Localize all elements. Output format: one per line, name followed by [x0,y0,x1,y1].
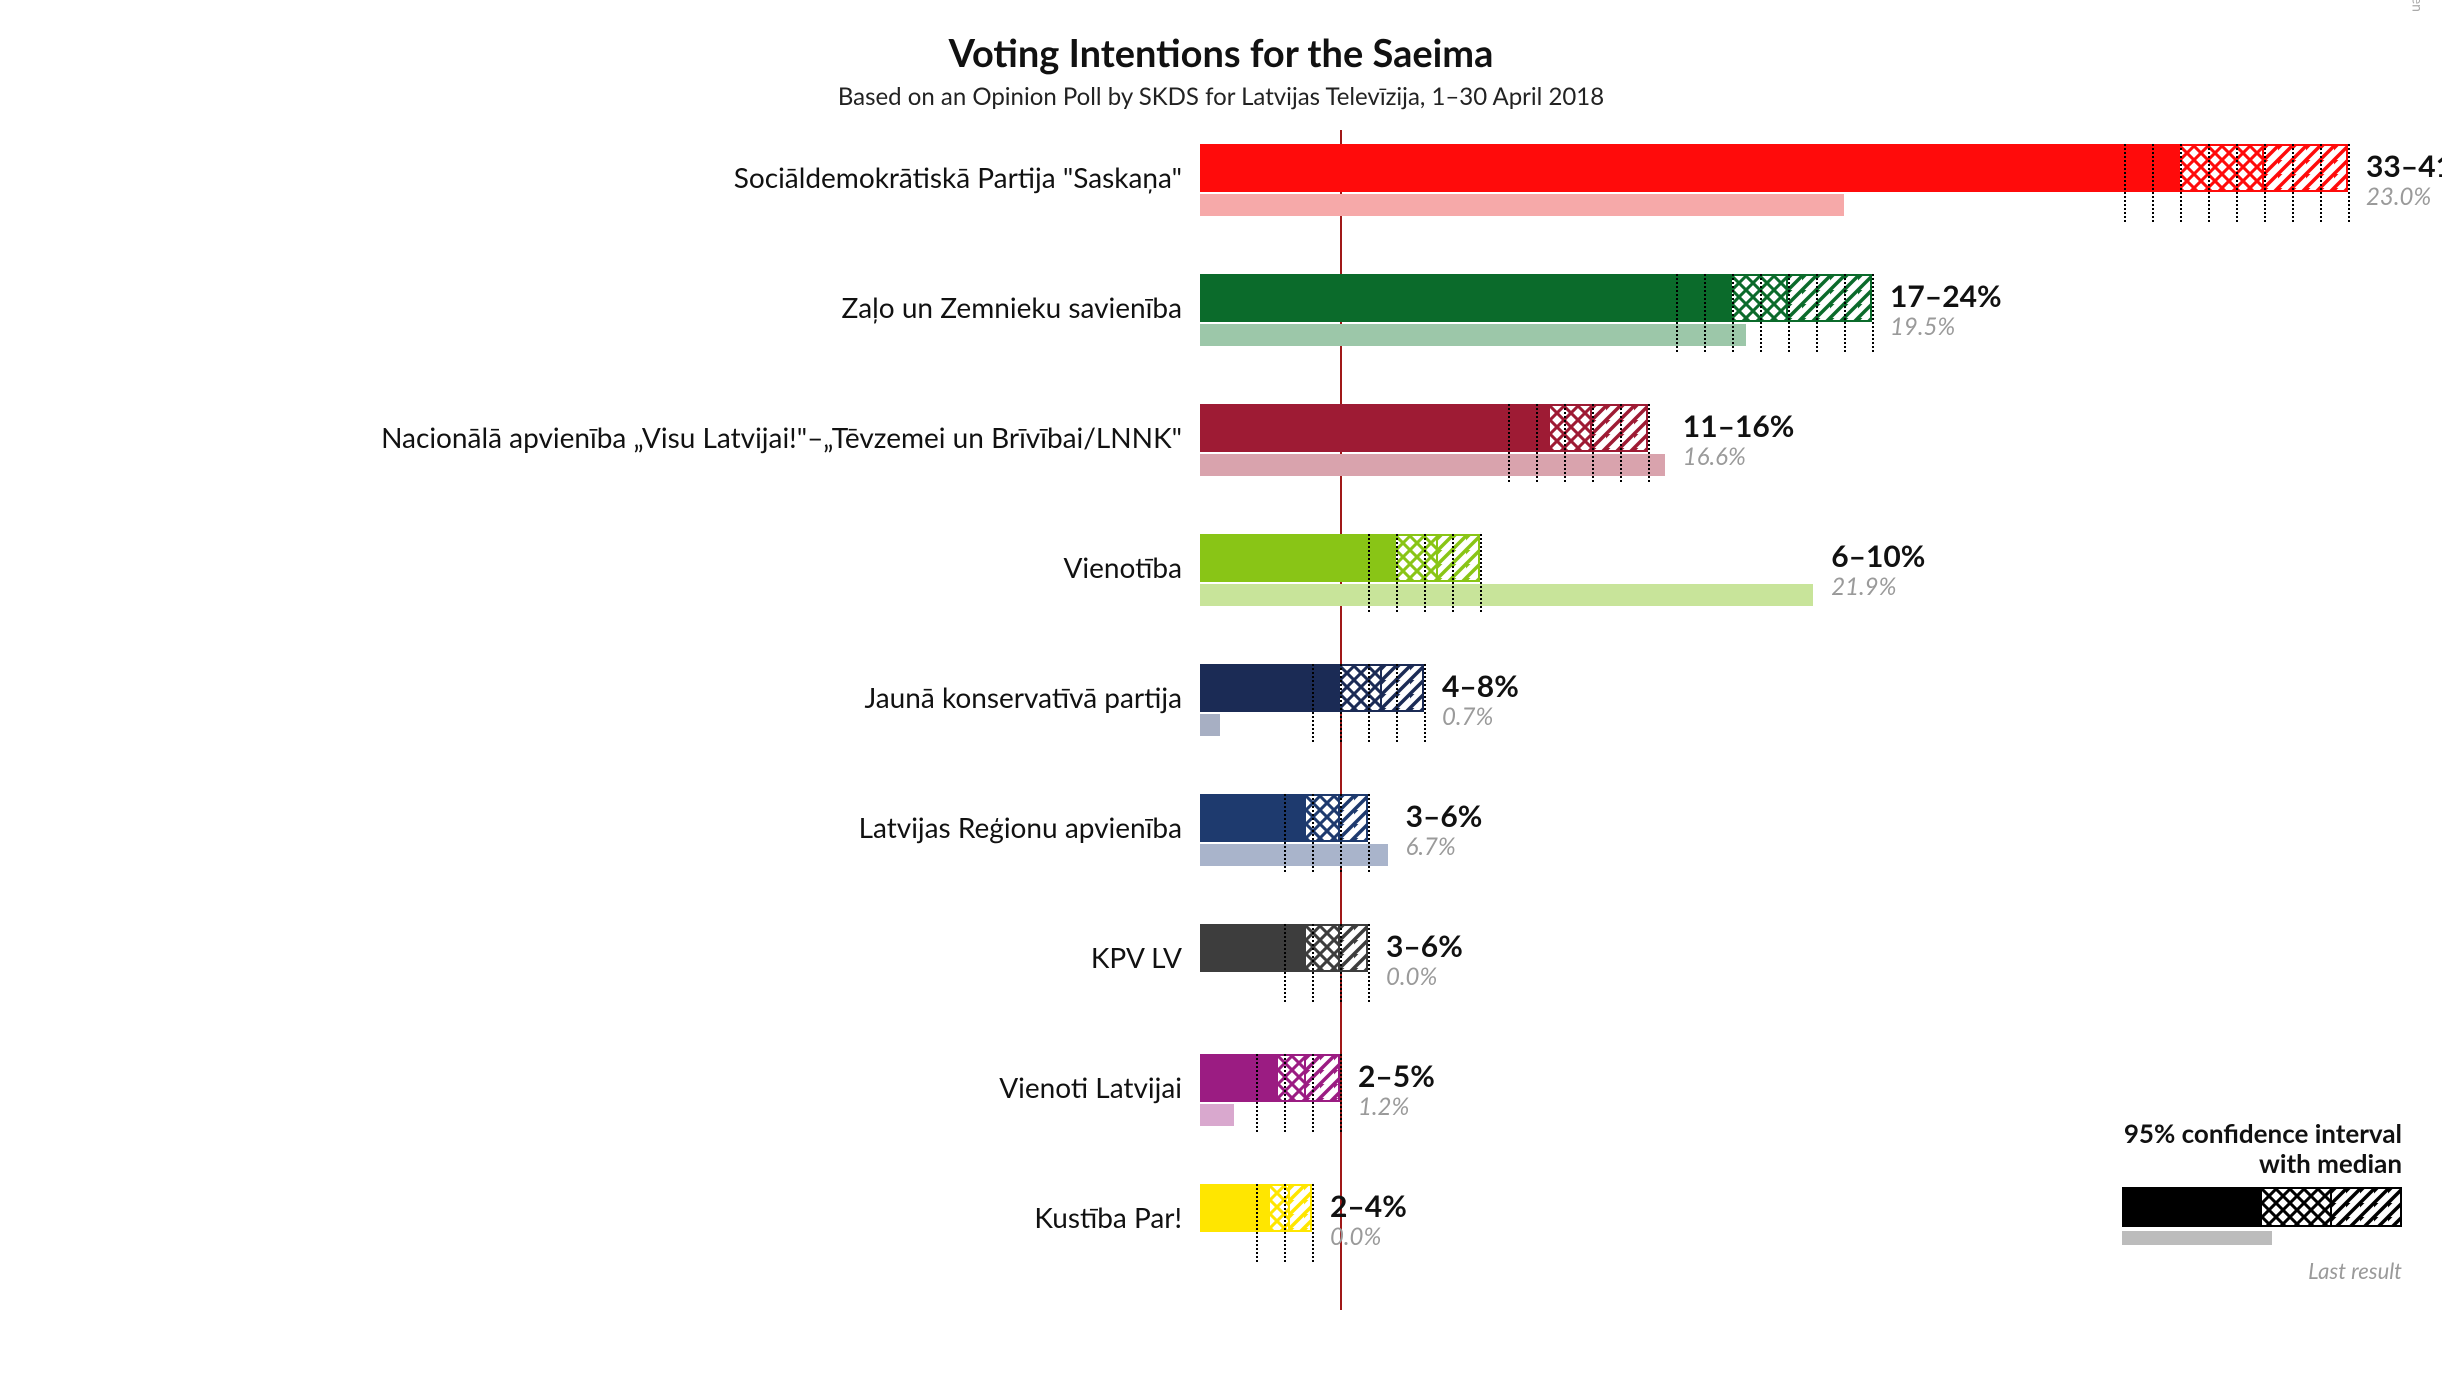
last-result-bar [1200,194,1844,216]
tick [2348,144,2350,222]
party-row: KPV LV 3–6%0.0% [0,910,2442,1040]
last-result-label: 1.2% [1358,1092,1409,1121]
range-label: 17–24% [1890,278,2002,314]
last-result-bar [1200,584,1813,606]
party-label: Nacionālā apvienība „Visu Latvijai!"–„Tē… [381,420,1182,454]
legend: 95% confidence interval with median Last… [2122,1119,2402,1284]
party-label: Latvijas Reģionu apvienība [859,810,1182,844]
legend-title-line1: 95% confidence interval [2122,1119,2402,1149]
chart-subtitle: Based on an Opinion Poll by SKDS for Lat… [0,82,2442,111]
bar-diagonal [1306,1054,1340,1102]
range-label: 2–5% [1358,1058,1435,1094]
bar-diagonal [1788,274,1872,322]
party-row: Vienotība 6–10%21.9% [0,520,2442,650]
last-result-label: 23.0% [2366,182,2431,211]
last-result-bar [1200,454,1665,476]
bar-crosshatch [1278,1054,1306,1102]
range-label: 6–10% [1831,538,1925,574]
bar-chart: Sociāldemokrātiskā Partija "Saskaņa" 33–4… [0,130,2442,1330]
legend-solid [2122,1187,2262,1227]
legend-sample [2122,1187,2402,1235]
chart-title: Voting Intentions for the Saeima [0,30,2442,76]
bar-crosshatch [1306,924,1340,972]
party-label: Vienotība [1063,550,1182,584]
last-result-bar [1200,714,1220,736]
bar-diagonal [1382,664,1424,712]
tick [1340,1054,1342,1132]
range-label: 3–6% [1386,928,1463,964]
bar-solid [1200,144,2180,192]
bar-diagonal [1438,534,1480,582]
tick [1424,664,1426,742]
bar-solid [1200,534,1396,582]
bar-crosshatch [1732,274,1788,322]
bar-crosshatch [1270,1184,1290,1232]
last-result-bar [1200,1104,1234,1126]
bar-crosshatch [1550,404,1592,452]
bar-crosshatch [1396,534,1438,582]
party-label: KPV LV [1091,940,1182,974]
range-label: 11–16% [1683,408,1795,444]
bar-crosshatch [2180,144,2264,192]
last-result-bar [1200,844,1388,866]
party-label: Zaļo un Zemnieku savienība [842,290,1183,324]
party-label: Kustība Par! [1034,1200,1182,1234]
tick [1872,274,1874,352]
bar-solid [1200,274,1732,322]
last-result-bar [1200,324,1746,346]
bar-solid [1200,924,1306,972]
bar-diagonal [1340,794,1368,842]
party-label: Sociāldemokrātiskā Partija "Saskaņa" [734,160,1182,194]
legend-title-line2: with median [2122,1149,2402,1179]
bar-solid [1200,1184,1270,1232]
party-row: Zaļo un Zemnieku savienība 17–24%19.5% [0,260,2442,390]
last-result-label: 0.0% [1386,962,1437,991]
bar-solid [1200,1054,1278,1102]
bar-solid [1200,664,1340,712]
last-result-label: 0.0% [1330,1222,1381,1251]
bar-diagonal [1340,924,1368,972]
last-result-label: 16.6% [1683,442,1746,471]
bar-crosshatch [1306,794,1340,842]
bar-diagonal [2264,144,2348,192]
range-label: 2–4% [1330,1188,1407,1224]
party-row: Latvijas Reģionu apvienība 3–6%6.7% [0,780,2442,910]
party-row: Sociāldemokrātiskā Partija "Saskaņa" 33–4… [0,130,2442,260]
last-result-label: 19.5% [1890,312,1955,341]
range-label: 3–6% [1406,798,1483,834]
party-label: Jaunā konservatīvā partija [864,680,1182,714]
legend-last-result-bar [2122,1231,2272,1245]
last-result-label: 0.7% [1442,702,1493,731]
bar-diagonal [1592,404,1648,452]
party-row: Nacionālā apvienība „Visu Latvijai!"–„Tē… [0,390,2442,520]
party-row: Kustība Par! 2–4%0.0% [0,1170,2442,1300]
legend-diagonal [2332,1187,2402,1227]
copyright-text: © 2018 Filip van Laenen [2409,0,2426,12]
tick [1312,1184,1314,1262]
range-label: 4–8% [1442,668,1519,704]
range-label: 33–41% [2366,148,2442,184]
party-row: Vienoti Latvijai 2–5%1.2% [0,1040,2442,1170]
bar-crosshatch [1340,664,1382,712]
last-result-label: 21.9% [1831,572,1896,601]
legend-crosshatch [2262,1187,2332,1227]
legend-last-result-label: Last result [2122,1257,2402,1284]
party-label: Vienoti Latvijai [999,1070,1182,1104]
last-result-label: 6.7% [1406,832,1456,861]
party-row: Jaunā konservatīvā partija 4–8%0.7% [0,650,2442,780]
tick [1368,924,1370,1002]
bar-solid [1200,404,1550,452]
bar-diagonal [1290,1184,1312,1232]
bar-solid [1200,794,1306,842]
